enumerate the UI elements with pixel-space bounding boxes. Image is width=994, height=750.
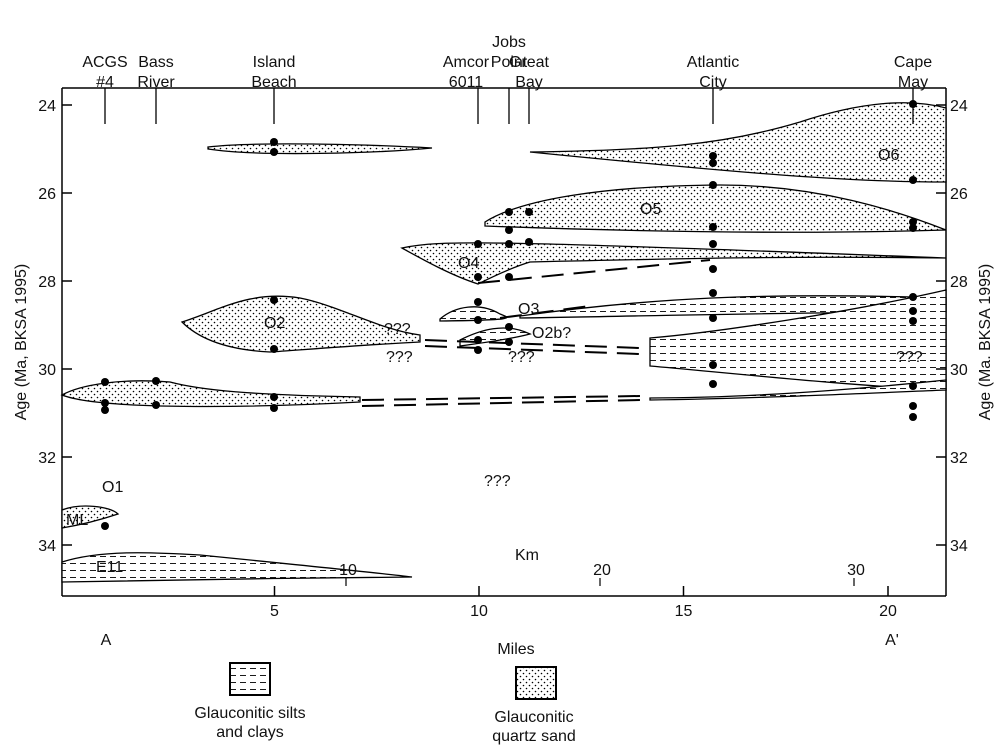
legend: Glauconitic silts and clays Glauconitic … xyxy=(194,662,576,745)
unit-label: O2b? xyxy=(532,325,571,342)
unit-label: E11 xyxy=(96,559,123,576)
miles-label: Miles xyxy=(497,641,534,658)
legend-text: and clays xyxy=(216,724,284,741)
tick-label: 10 xyxy=(339,562,357,579)
e11-body xyxy=(61,552,413,583)
tick-label: 34 xyxy=(950,538,968,555)
well-label: Great xyxy=(509,54,550,71)
left-axis-label: Age (Ma, BKSA 1995) xyxy=(13,264,30,421)
well-label: ACGS xyxy=(82,54,127,71)
km-label: Km xyxy=(515,547,539,564)
tick-label: 26 xyxy=(950,186,968,203)
tick-label: 15 xyxy=(675,603,693,620)
unit-labels: O6 O5 O4 O3 O2b? O2 O1 ML E11 ??? ??? ??… xyxy=(66,147,923,576)
tick-label: 26 xyxy=(38,186,56,203)
tick-label: 32 xyxy=(38,450,56,467)
o5-body xyxy=(484,184,947,233)
tick-label: 24 xyxy=(38,98,56,115)
wells: ACGS #4 Bass River Island Beach Amcor 6011 Jobs P… xyxy=(82,34,932,124)
unit-label: O5 xyxy=(640,201,661,218)
lens-island-beach xyxy=(207,143,433,155)
section-end: A' xyxy=(885,632,899,649)
tick-label: 10 xyxy=(470,603,488,620)
right-axis-label: Age (Ma. BKSA 1995) xyxy=(977,264,994,421)
tick-label: 20 xyxy=(593,562,611,579)
well-label: Beach xyxy=(251,74,296,91)
legend-text: quartz sand xyxy=(492,728,576,745)
o3-left xyxy=(439,306,508,322)
well-label: Island xyxy=(253,54,296,71)
o2-body xyxy=(180,295,421,353)
tick-label: 28 xyxy=(38,274,56,291)
unknown-label: ??? xyxy=(384,321,411,338)
unknown-label: ??? xyxy=(508,349,535,366)
well-label: Cape xyxy=(894,54,932,71)
tick-label: 30 xyxy=(950,362,968,379)
tick-label: 5 xyxy=(270,603,279,620)
well-label: 6011 xyxy=(449,74,484,91)
unit-label: O4 xyxy=(458,255,479,272)
well-label: Point xyxy=(491,54,528,71)
well-label: Bass xyxy=(138,54,174,71)
unknown-label: ??? xyxy=(484,473,511,490)
well-label: Atlantic xyxy=(687,54,739,71)
section-start: A xyxy=(101,632,112,649)
samples xyxy=(101,100,917,530)
tick-label: 34 xyxy=(38,538,56,555)
unit-label: O2 xyxy=(264,315,285,332)
tick-label: 20 xyxy=(879,603,897,620)
unit-label: O3 xyxy=(518,301,539,318)
strata xyxy=(60,102,947,583)
unit-label: ML xyxy=(66,512,88,529)
tick-label: 30 xyxy=(38,362,56,379)
well-label: River xyxy=(137,74,175,91)
well-label: City xyxy=(699,74,727,91)
unknown-label: ??? xyxy=(896,349,923,366)
well-label: Jobs xyxy=(492,34,526,51)
legend-text: Glauconitic xyxy=(494,709,573,726)
o6-body xyxy=(529,102,947,183)
tick-label: 24 xyxy=(950,98,968,115)
legend-text: Glauconitic silts xyxy=(194,705,305,722)
tick-label: 30 xyxy=(847,562,865,579)
tick-label: 32 xyxy=(950,450,968,467)
correlation-dashes xyxy=(361,259,711,407)
o1-right xyxy=(649,379,947,401)
well-label: Amcor xyxy=(443,54,490,71)
well-label: #4 xyxy=(96,74,114,91)
unit-label: O6 xyxy=(878,147,899,164)
unit-label: O1 xyxy=(102,479,123,496)
o4-body xyxy=(400,242,947,285)
unknown-label: ??? xyxy=(386,349,413,366)
ml-body xyxy=(61,505,120,529)
tick-label: 28 xyxy=(950,274,968,291)
well-label: May xyxy=(898,74,928,91)
well-label: Bay xyxy=(515,74,543,91)
